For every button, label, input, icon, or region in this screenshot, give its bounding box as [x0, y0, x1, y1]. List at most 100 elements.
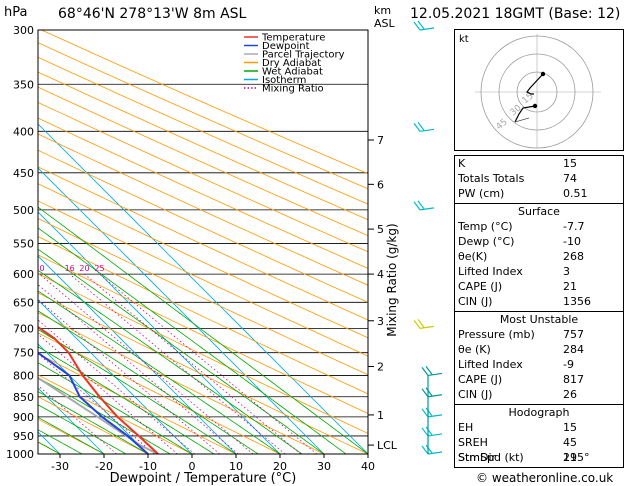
pressure-tick-label: 1000: [6, 448, 34, 461]
wet-adiabat-line: [38, 404, 127, 454]
wind-barb: [427, 414, 443, 418]
wind-barb: [427, 451, 443, 455]
mixing-ratio-line: [38, 284, 239, 454]
height-tick-label: 2: [377, 361, 384, 374]
dry-adiabat-line: [38, 273, 368, 434]
mixing-ratio-line: [38, 353, 155, 454]
legend-label: Isotherm: [262, 75, 306, 86]
temperature-tick-label: 10: [229, 460, 243, 473]
hodo-row-stmdir: StmDir 295°: [458, 451, 590, 464]
wind-barb-flag: [421, 388, 429, 398]
wind-barb-flag: [417, 319, 425, 328]
dry-adiabat-line: [38, 133, 368, 286]
index-row-pw: PW (cm) 0.51: [458, 187, 588, 200]
wet-adiabat-line: [38, 391, 149, 454]
hodo-row-sreh: SREH 45: [458, 436, 577, 449]
mixing-ratio-label: 16: [65, 264, 75, 273]
wind-barb-flag: [413, 201, 421, 211]
wet-adiabat-line: [38, 269, 303, 454]
pressure-tick-label: 350: [13, 78, 34, 91]
temperature-tick-label: 0: [189, 460, 196, 473]
temperature-tick-label: -10: [139, 460, 157, 473]
hodograph-storm-motion: [514, 117, 530, 123]
legend-label: Temperature: [261, 33, 325, 44]
isotherm-line: [38, 255, 237, 454]
dewpoint-line: [38, 351, 149, 454]
pressure-tick-label: 550: [13, 237, 34, 250]
hodograph-point: [532, 103, 538, 109]
surface-section-title: Surface: [518, 205, 560, 218]
isotherm-line: [38, 167, 325, 454]
divider: [455, 404, 623, 405]
surface-row-temp: Temp (°C) -7.7: [458, 220, 585, 233]
mu-row-lifted-index: Lifted Index -9: [458, 358, 574, 371]
indices-panel: K 15 Totals Totals 74 PW (cm) 0.51 Surfa…: [454, 155, 624, 468]
hodo-row-stmspd: StmSpd (kt) 11: [458, 451, 577, 464]
dry-adiabat-line: [38, 200, 368, 357]
skewt-axes: 3003504004505005506006507007508008509009…: [6, 24, 398, 473]
isotherm-line: [38, 211, 281, 454]
surface-row-cape: CAPE (J) 21: [458, 280, 577, 293]
legend-label: Mixing Ratio: [262, 84, 324, 95]
hodograph-plot: kt 45 30 15: [459, 34, 601, 149]
wind-barb-flag: [425, 407, 433, 417]
hodograph-unit-label: kt: [459, 34, 469, 45]
height-tick-label: 5: [377, 223, 384, 236]
pressure-tick-label: 850: [13, 391, 34, 404]
skewt-background-lines: 12346810162025: [6, 30, 368, 454]
wind-barb-flag: [421, 445, 429, 455]
dry-adiabat-line: [38, 56, 368, 205]
wind-barb-flag: [417, 200, 425, 210]
wind-barb-flag: [413, 122, 421, 132]
mu-row-cin: CIN (J) 26: [458, 388, 577, 401]
wind-barb-flag: [421, 427, 429, 437]
pressure-tick-label: 450: [13, 167, 34, 180]
isotherm-line: [38, 343, 149, 454]
dry-adiabat-line: [41, 30, 368, 175]
wind-barb-flag: [413, 21, 421, 31]
wind-barb-flag: [425, 366, 433, 375]
wind-barb-flag: [425, 387, 433, 397]
dry-adiabat-line: [38, 86, 368, 237]
temperature-tick-label: 30: [317, 460, 331, 473]
hodograph-panel: kt 45 30 15: [454, 29, 624, 151]
wind-barb-flag: [425, 444, 433, 454]
dry-adiabat-line: [38, 117, 368, 269]
mixing-ratio-label: 6: [6, 264, 11, 273]
wet-adiabat-line: [38, 346, 215, 454]
surface-row-dewp: Dewp (°C) -10: [458, 235, 581, 248]
legend-label: Parcel Trajectory: [262, 50, 345, 61]
mixing-ratio-line: [38, 319, 195, 454]
pressure-tick-label: 900: [13, 411, 34, 424]
height-tick-label: LCL: [377, 439, 398, 452]
legend-label: Wet Adiabat: [262, 67, 323, 78]
wet-adiabat-line: [38, 227, 347, 454]
location-title: 68°46'N 278°13'W 8m ASL: [58, 6, 247, 22]
temperature-tick-label: -20: [95, 460, 113, 473]
dry-adiabat-line: [38, 102, 368, 253]
wind-barb-flag: [425, 426, 433, 436]
pressure-tick-label: 800: [13, 369, 34, 382]
wind-barb-flag: [413, 320, 421, 329]
pressure-tick-label: 300: [13, 24, 34, 37]
index-row-k: K 15: [458, 157, 577, 170]
divider: [455, 203, 623, 204]
height-tick-label: 4: [377, 268, 384, 281]
mu-row-thetae: θe (K) 284: [458, 343, 584, 356]
pressure-tick-label: 600: [13, 268, 34, 281]
wind-barb: [427, 372, 443, 377]
pressure-tick-label: 700: [13, 322, 34, 335]
datetime-title: 12.05.2021 18GMT (Base: 12): [410, 6, 621, 22]
wind-barb-flag: [417, 121, 425, 131]
legend-label: Dry Adiabat: [262, 58, 321, 69]
surface-row-lifted-index: Lifted Index 3: [458, 265, 570, 278]
mu-row-cape: CAPE (J) 817: [458, 373, 584, 386]
temperature-tick-label: -30: [51, 460, 69, 473]
dry-adiabat-line: [38, 374, 193, 454]
pressure-unit-label: hPa: [4, 5, 28, 20]
wind-barb: [419, 207, 435, 211]
mixing-ratio-label: 25: [94, 264, 104, 273]
hodograph-ring-label-45: 45: [495, 117, 510, 132]
wind-barb-flag: [417, 20, 425, 30]
